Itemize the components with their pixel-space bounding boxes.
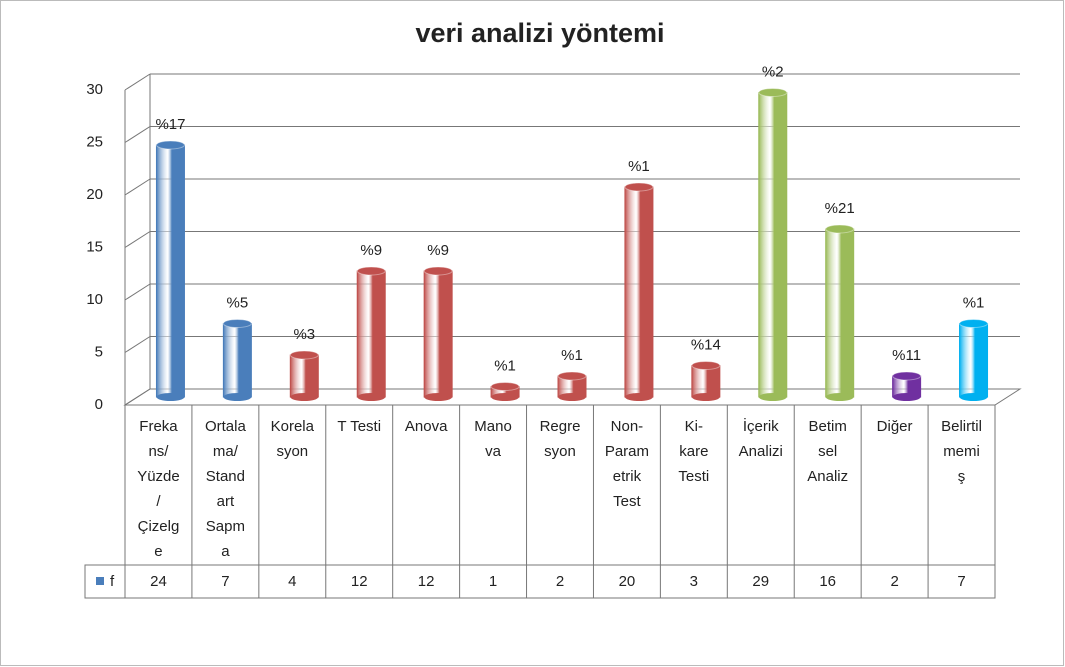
grid-line-side [124,178,151,196]
x-tick-label: Ki-kare Testi [678,418,709,485]
bar-top [892,371,922,381]
y-tick-label: 30 [86,81,103,98]
bar [758,92,788,398]
table-value: 20 [619,573,636,590]
y-tick-label: 25 [86,133,103,150]
data-table [124,404,996,599]
bar-bottom [691,393,720,401]
x-tick-label: Regre syon [540,418,581,460]
table-value: 24 [150,573,167,590]
data-label: %14 [691,336,721,353]
grid-line-side [124,336,151,353]
bar-top [959,319,989,328]
bar-top [557,371,587,381]
bar-top [624,182,654,192]
bar [691,365,721,398]
bar-bottom [290,393,319,401]
y-tick-label: 10 [86,291,103,308]
x-tick-label: Mano va [474,418,512,460]
table-value: 29 [752,573,769,590]
x-tick-label: Freka ns/Yüzde / Çizelg e [137,418,180,560]
bar-top [222,319,252,328]
bar-bottom [825,393,854,401]
table-value: 12 [418,573,435,590]
table-value: 2 [556,573,564,590]
bar-bottom [558,393,586,401]
bar-top [825,224,855,234]
bar [959,323,989,398]
data-label: %1 [628,158,650,175]
y-tick-label: 0 [95,396,103,413]
bar-bottom [491,393,520,401]
table-value: 12 [351,573,368,590]
grid-line-side [124,388,151,406]
bar-top [423,266,453,276]
bar [423,270,453,398]
data-label: %1 [963,294,985,311]
grid-line-side [124,73,151,91]
x-tick-label: İçerik Analizi [739,417,783,460]
data-label: %17 [155,116,185,133]
bar-bottom [758,393,787,401]
data-label: %3 [293,326,315,343]
table-value: 16 [819,573,836,590]
table-value: 7 [221,573,229,590]
x-tick-label: Betim sel Analiz [807,418,848,485]
bar [289,354,319,398]
legend-key [96,577,104,585]
bar-top [356,266,386,276]
legend-label: f [110,573,115,590]
table-value: 2 [890,573,898,590]
bar-top [289,350,319,360]
table-value: 1 [489,573,497,590]
table-value: 4 [288,573,296,590]
grid-line-side [124,231,151,248]
bar [155,144,185,398]
bar [356,270,386,398]
table-value: 7 [957,573,965,590]
x-tick-label: Diğer [877,418,913,435]
grid-line-side [124,126,151,143]
bar-bottom [156,393,185,401]
bar-bottom [959,393,988,401]
table-value: 3 [690,573,698,590]
x-tick-label: Non-Param etrik Test [605,418,649,510]
y-tick-label: 20 [86,186,103,203]
bar-bottom [424,393,453,401]
y-tick-label: 15 [86,238,103,255]
bar-top [155,140,185,150]
data-label: %1 [494,357,516,374]
x-tick-label: Ortala ma/Stand art Sapm a [205,418,247,560]
bar-top [758,88,788,97]
bar-top [691,361,721,370]
bar-bottom [624,393,653,401]
bar-bottom [892,393,921,401]
chart-title: veri analizi yöntemi [415,18,664,48]
y-tick-label: 5 [95,343,103,360]
x-tick-label: Korela syon [271,418,315,460]
bar [222,323,252,398]
bar [825,228,855,398]
data-label: %9 [360,242,382,259]
data-label: %5 [227,294,249,311]
legend-cell [84,564,126,599]
data-label: %11 [892,347,921,364]
bar-bottom [357,393,386,401]
data-label: %2 [762,63,784,80]
data-label: %9 [427,242,449,259]
x-tick-label: T Testi [337,418,381,435]
data-label: %1 [561,347,583,364]
bar [624,186,654,398]
x-tick-label: Belirtil memi ş [941,418,982,485]
x-tick-label: Anova [405,418,448,435]
grid-line-side [124,283,151,301]
bar-top [490,382,520,391]
data-label: %21 [825,200,855,217]
bar-bottom [223,393,252,401]
